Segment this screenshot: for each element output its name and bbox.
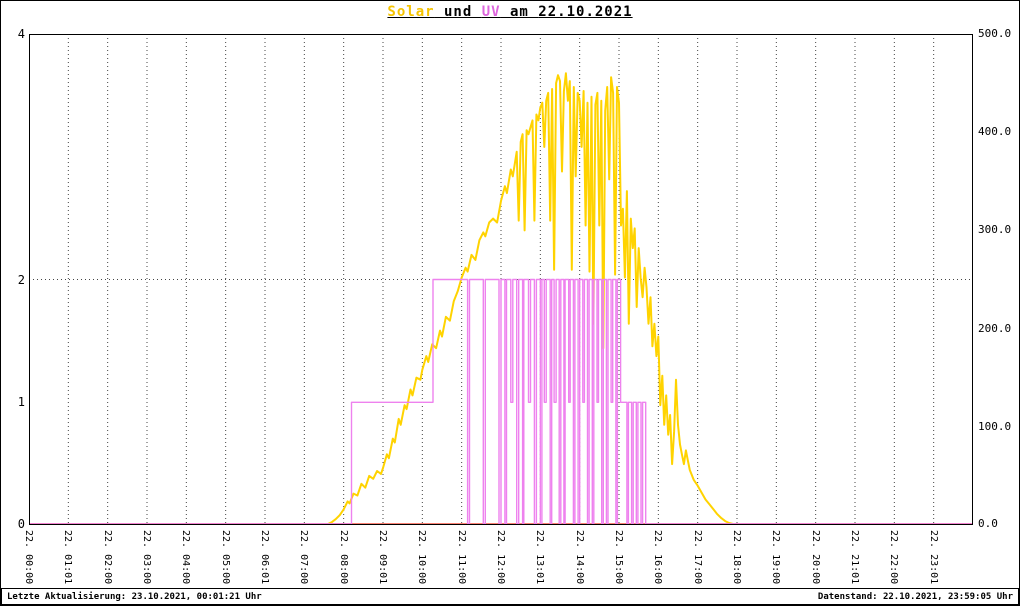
x-axis-tick-label: 22. 12:00 [495, 530, 506, 585]
x-axis-tick-label: 22. 06:01 [259, 530, 270, 585]
x-axis-tick-label: 22. 02:00 [101, 530, 113, 585]
x-axis-tick-label: 22. 05:00 [219, 530, 231, 585]
status-bar: Letzte Aktualisierung: 23.10.2021, 00:01… [1, 588, 1019, 605]
x-axis-tick-label: 22. 14:00 [573, 530, 585, 585]
y-right-tick-label: 500.0 [978, 27, 1012, 40]
x-axis-tick-label: 22. 15:00 [613, 530, 624, 585]
title-solar-word: Solar [387, 4, 435, 20]
y-right-tick-label: 0.0 [978, 517, 998, 530]
x-axis-tick-label: 22. 04:00 [180, 530, 192, 585]
y-left-tick-label: 0 [17, 517, 25, 531]
series-solar-line [29, 72, 973, 525]
y-right-tick-label: 200.0 [978, 321, 1012, 335]
x-axis-tick-label: 22. 10:00 [416, 530, 428, 585]
y-right-tick-label: 400.0 [978, 125, 1012, 139]
x-axis-tick-label: 22. 18:00 [731, 530, 742, 585]
x-axis-tick-label: 22. 23:01 [927, 530, 939, 585]
y-right-tick-label: 100.0 [978, 419, 1012, 433]
plot-svg [29, 34, 973, 525]
data-timestamp-text: Datenstand: 22.10.2021, 23:59:05 Uhr [817, 591, 1013, 602]
x-axis-tick-label: 22. 16:00 [652, 530, 664, 585]
x-axis-tick-label: 22. 11:00 [455, 530, 467, 585]
title-date: 22.10.2021 [538, 4, 633, 20]
series-uv-line [29, 278, 973, 525]
x-axis-tick-label: 22. 17:00 [691, 530, 703, 585]
y-right-tick-label: 300.0 [978, 223, 1012, 237]
y-left-tick-label: 1 [17, 395, 25, 410]
x-axis-tick-label: 22. 09:01 [377, 530, 388, 585]
x-axis-tick-label: 22. 08:00 [337, 530, 349, 585]
x-axis-tick-label: 22. 00:00 [23, 530, 34, 585]
x-axis-tick-label: 22. 07:00 [298, 530, 310, 585]
title-separator-2: am [500, 4, 539, 20]
x-axis-tick-label: 22. 03:00 [141, 530, 152, 585]
title-uv-word: UV [481, 4, 501, 20]
x-axis-tick-label: 22. 21:01 [849, 530, 860, 585]
title-separator-1: und [434, 4, 482, 20]
plot-border [29, 34, 973, 525]
x-axis-tick-label: 22. 13:01 [534, 530, 546, 585]
y-left-tick-label: 4 [17, 27, 25, 41]
x-axis-tick-label: 22. 20:00 [809, 530, 821, 585]
y-left-tick-label: 2 [17, 272, 25, 287]
x-axis-tick-label: 22. 22:00 [888, 530, 900, 585]
x-axis-tick-label: 22. 19:00 [770, 530, 782, 585]
last-update-text: Letzte Aktualisierung: 23.10.2021, 00:01… [7, 591, 262, 602]
x-axis-tick-label: 22. 01:01 [62, 530, 74, 585]
plot-area [29, 34, 973, 525]
chart-title: Solar und UV am 22.10.2021 [1, 4, 1019, 20]
